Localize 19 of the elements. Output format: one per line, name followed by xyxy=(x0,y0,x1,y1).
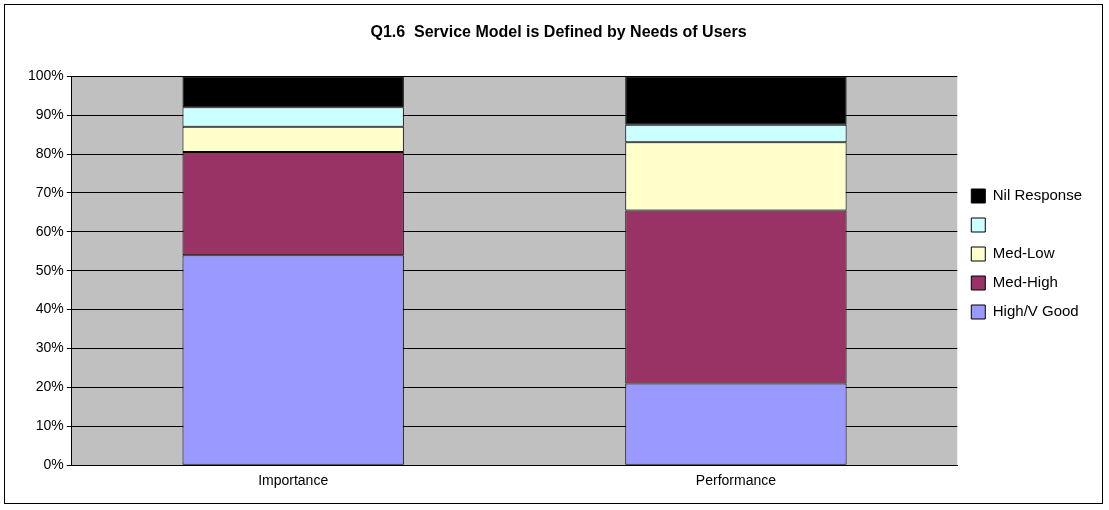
y-tick-label: 10% xyxy=(35,417,64,434)
legend-label: Med-High xyxy=(992,273,1058,291)
x-tick-label: Importance xyxy=(258,472,329,489)
legend-label: High/V Good xyxy=(992,302,1079,320)
y-tick-label: 20% xyxy=(35,378,64,395)
y-tick-label: 90% xyxy=(35,105,64,122)
y-tick-label: 60% xyxy=(35,222,64,239)
y-tick-label: 0% xyxy=(43,456,64,473)
bar xyxy=(182,76,404,108)
y-tick-label: 50% xyxy=(35,261,64,278)
y-tick-label: 70% xyxy=(35,183,64,200)
y-tick-label: 100% xyxy=(27,67,64,84)
y-tick-label: 80% xyxy=(35,144,64,161)
x-tick-label: Performance xyxy=(695,472,777,489)
y-tick-label: 30% xyxy=(35,339,64,356)
legend-label: Med-Low xyxy=(992,244,1055,262)
chart-title: Q1.6 Service Model is Defined by Needs of Users xyxy=(370,23,747,41)
legend-label: Nil Response xyxy=(992,186,1083,204)
y-tick-label: 40% xyxy=(35,300,64,317)
